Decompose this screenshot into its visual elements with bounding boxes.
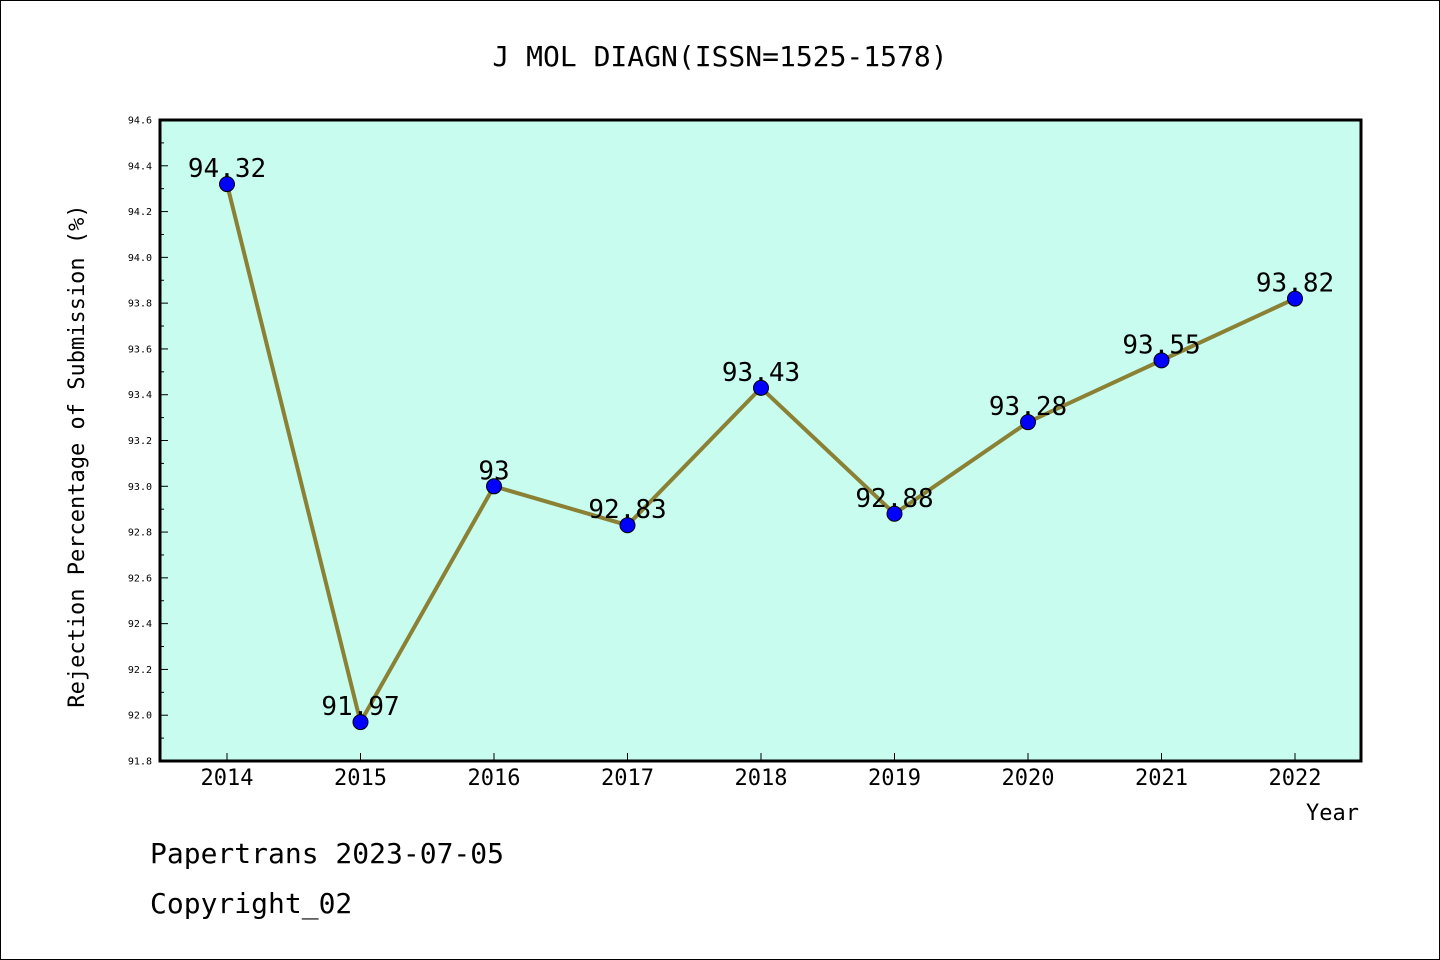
- footer-line-1: Papertrans 2023-07-05: [150, 837, 504, 870]
- y-tick-label: 91.8: [128, 757, 152, 768]
- y-tick-label: 92.0: [128, 711, 152, 722]
- x-tick-label: 2018: [735, 766, 788, 791]
- y-tick-label: 93.8: [128, 299, 152, 310]
- y-tick-label: 93.0: [128, 482, 152, 493]
- data-label: 93: [478, 456, 509, 486]
- data-labels: 94.32 91.97 93 92.83 93.43 92.88 93.28 93.55 93.…: [188, 154, 1334, 722]
- y-tick-label: 93.4: [128, 390, 152, 401]
- data-label: 91.97: [321, 692, 399, 722]
- x-axis-label: Year: [1306, 801, 1359, 826]
- data-point: [352, 714, 369, 731]
- y-tick-label: 93.6: [128, 344, 152, 355]
- y-tick-label: 94.4: [128, 161, 152, 172]
- y-tick-label: 94.0: [128, 253, 152, 264]
- data-point: [486, 478, 502, 495]
- data-series: [219, 176, 1303, 731]
- data-label: 93.55: [1122, 330, 1200, 360]
- data-point: [219, 176, 235, 193]
- y-tick-label: 93.2: [128, 436, 152, 447]
- data-point: [619, 517, 636, 534]
- data-point: [886, 505, 903, 522]
- data-label: 93.28: [989, 392, 1067, 422]
- y-tick-label: 94.6: [128, 116, 152, 127]
- x-tick-label: 2014: [201, 766, 254, 791]
- x-tick-label: 2021: [1135, 766, 1188, 791]
- plot-area: [158, 118, 1363, 763]
- x-axis-ticks: 2014 2015 2016 2017 2018 2019 2020 2021 2022: [201, 753, 1322, 791]
- x-tick-label: 2017: [601, 766, 654, 791]
- y-tick-label: 92.8: [128, 528, 152, 539]
- y-tick-label: 92.4: [128, 619, 152, 630]
- data-label: 92.83: [588, 495, 666, 525]
- y-tick-label: 92.2: [128, 665, 152, 676]
- x-tick-label: 2016: [468, 766, 521, 791]
- footer-line-2: Copyright_02: [150, 887, 352, 921]
- data-point: [1153, 352, 1170, 369]
- y-axis-ticks: 91.8 92.0 92.2 92.4 92.6 92.8 93.0 93.2 93.4 93.6…: [128, 116, 168, 768]
- data-label: 92.88: [855, 484, 933, 514]
- y-axis-label: Rejection Percentage of Submission (%): [65, 204, 90, 707]
- data-label: 93.82: [1256, 269, 1334, 299]
- data-label: 93.43: [722, 358, 800, 388]
- x-tick-label: 2015: [334, 766, 387, 791]
- x-tick-label: 2020: [1002, 766, 1055, 791]
- data-label: 94.32: [188, 154, 266, 184]
- x-tick-label: 2019: [868, 766, 921, 791]
- x-tick-label: 2022: [1269, 766, 1322, 791]
- data-point: [1287, 290, 1303, 307]
- y-tick-label: 94.2: [128, 207, 152, 218]
- data-point: [1020, 414, 1036, 431]
- data-point: [753, 379, 769, 396]
- y-tick-label: 92.6: [128, 573, 152, 584]
- chart-title: J MOL DIAGN(ISSN=1525-1578): [492, 40, 947, 73]
